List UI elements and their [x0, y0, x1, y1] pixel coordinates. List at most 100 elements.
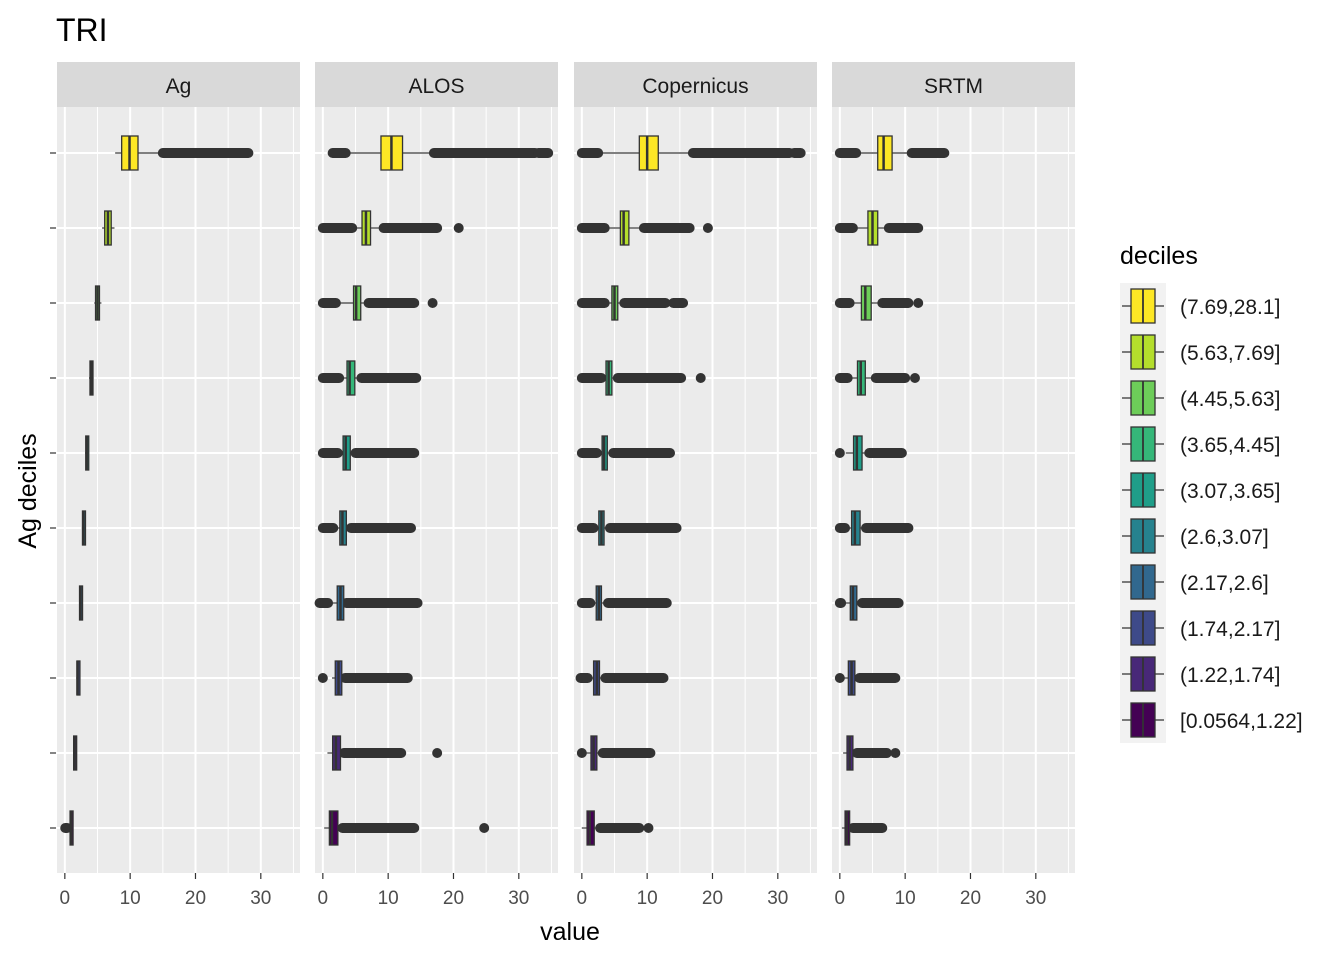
- box-0: [327, 135, 554, 171]
- x-tick-label: 20: [960, 888, 981, 909]
- x-tick-label: 30: [767, 888, 788, 909]
- facet-panel-alos: ALOS 0 10 20 30: [314, 62, 558, 909]
- legend-item: (3.07,3.65]: [1122, 472, 1280, 508]
- facet-strip-label: ALOS: [408, 75, 464, 98]
- box-0: [576, 135, 806, 171]
- outlier-point: [909, 373, 920, 383]
- box-3: [834, 360, 920, 396]
- box-1: [102, 210, 115, 246]
- box-3: [576, 360, 706, 396]
- x-tick-label: 0: [318, 888, 329, 909]
- box-6: [78, 585, 84, 621]
- legend-label: (2.6,3.07]: [1180, 526, 1269, 549]
- legend: deciles (7.69,28.1] (5.63,7.69] (4.45,5.63…: [1120, 242, 1303, 743]
- box-4: [317, 435, 420, 471]
- box-2: [834, 285, 924, 321]
- legend-item: (5.63,7.69]: [1122, 334, 1280, 370]
- legend-label: (3.65,4.45]: [1180, 434, 1280, 457]
- outlier-point: [643, 823, 654, 833]
- outlier-point: [479, 823, 490, 833]
- x-tick-label: 10: [120, 888, 141, 909]
- box-4: [85, 435, 90, 471]
- box-2: [576, 285, 689, 321]
- outlier-point: [834, 448, 845, 458]
- outlier-point: [432, 748, 443, 758]
- facet-strip: [574, 62, 817, 107]
- x-tick-label: 20: [702, 888, 723, 909]
- box-1: [834, 210, 924, 246]
- box-5: [576, 510, 682, 546]
- x-tick-label: 10: [895, 888, 916, 909]
- box-5: [834, 510, 914, 546]
- y-axis: [50, 152, 56, 829]
- legend-items: (7.69,28.1] (5.63,7.69] (4.45,5.63] (3.65,4…: [1120, 283, 1303, 743]
- facet-panel-srtm: SRTM 0 10 20 30: [832, 62, 1075, 909]
- x-tick-label: 0: [577, 888, 588, 909]
- legend-label: (2.17,2.6]: [1180, 572, 1269, 595]
- legend-item: (7.69,28.1]: [1122, 288, 1280, 324]
- box-8: [327, 735, 443, 771]
- box-3: [89, 360, 94, 396]
- legend-item: (1.22,1.74]: [1122, 656, 1280, 692]
- box-8: [576, 735, 656, 771]
- x-tick-label: 10: [378, 888, 399, 909]
- legend-label: (1.74,2.17]: [1180, 618, 1280, 641]
- box-4: [576, 435, 676, 471]
- x-tick-label: 10: [637, 888, 658, 909]
- chart-title: TRI: [56, 12, 108, 48]
- box-iqr: [638, 135, 659, 171]
- legend-item: (4.45,5.63]: [1122, 380, 1280, 416]
- facet-strip-label: SRTM: [924, 75, 983, 98]
- panel-background: [315, 107, 558, 873]
- box-9: [841, 810, 888, 846]
- box-7: [317, 660, 413, 696]
- facet-strip-label: Copernicus: [642, 75, 748, 98]
- outlier-point: [913, 298, 924, 308]
- box-6: [576, 585, 672, 621]
- x-tick-label: 30: [1025, 888, 1046, 909]
- box-0: [115, 135, 254, 171]
- legend-label: (3.07,3.65]: [1180, 480, 1280, 503]
- x-tick-label: 20: [443, 888, 464, 909]
- box-6: [834, 585, 904, 621]
- legend-item: (3.65,4.45]: [1122, 426, 1280, 462]
- facet-panel-ag: Ag 0 10 20 30: [57, 62, 300, 909]
- box-5: [317, 510, 417, 546]
- x-tick-label: 30: [508, 888, 529, 909]
- legend-title: deciles: [1120, 242, 1198, 270]
- facet-strip-label: Ag: [166, 75, 192, 98]
- outlier-point: [317, 673, 328, 683]
- box-6: [314, 585, 423, 621]
- facet-panel-copernicus: Copernicus 0 10 20 30: [574, 62, 817, 909]
- box-2: [94, 285, 102, 321]
- box-5: [81, 510, 87, 546]
- legend-item: (2.6,3.07]: [1122, 518, 1269, 554]
- facet-strip: [832, 62, 1075, 107]
- box-0: [834, 135, 950, 171]
- x-tick-label: 20: [185, 888, 206, 909]
- box-8: [73, 735, 78, 771]
- outlier-point: [576, 748, 587, 758]
- legend-item: (2.17,2.6]: [1122, 564, 1269, 600]
- panel-background: [574, 107, 817, 873]
- box-7: [834, 660, 901, 696]
- box-iqr: [328, 810, 339, 846]
- box-9: [581, 810, 654, 846]
- outlier-point: [890, 748, 901, 758]
- x-tick-label: 0: [835, 888, 846, 909]
- box-iqr: [877, 135, 893, 171]
- legend-item: (1.74,2.17]: [1122, 610, 1280, 646]
- x-tick-label: 30: [250, 888, 271, 909]
- x-axis-title: value: [540, 918, 600, 946]
- facet-strip: [57, 62, 300, 107]
- outlier-point: [834, 673, 845, 683]
- y-axis-title: Ag deciles: [14, 433, 42, 548]
- box-7: [575, 660, 669, 696]
- box-8: [843, 735, 901, 771]
- legend-label: [0.0564,1.22]: [1180, 710, 1303, 733]
- box-1: [576, 210, 713, 246]
- legend-label: (4.45,5.63]: [1180, 388, 1280, 411]
- legend-label: (7.69,28.1]: [1180, 296, 1280, 319]
